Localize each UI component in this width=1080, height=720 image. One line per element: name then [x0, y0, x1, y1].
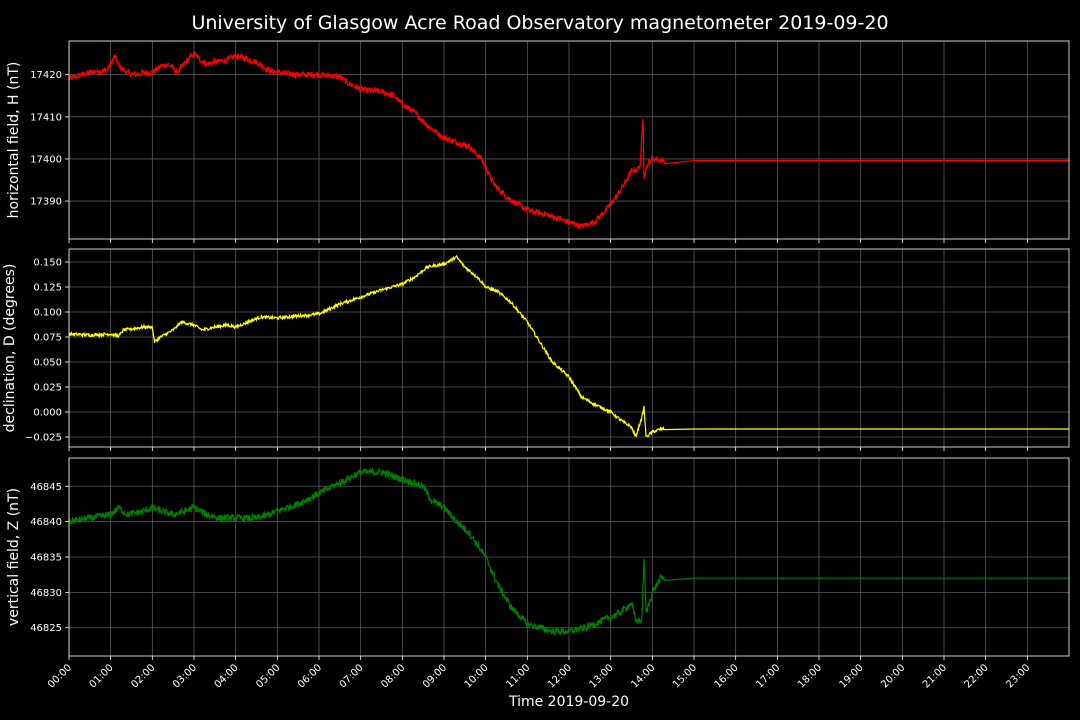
y-tick-label: 46845	[30, 482, 62, 493]
series-line-h	[68, 50, 1069, 230]
y-tick-label: 46825	[30, 623, 62, 634]
y-tick-label: 0.100	[33, 308, 62, 319]
y-tick-label: 46835	[30, 553, 62, 564]
y-tick-label: 17390	[30, 197, 62, 208]
y-tick-label: 0.025	[33, 383, 62, 394]
panel-z: 46825 46830 46835 46840 46845 vertical field,…	[6, 457, 1070, 660]
y-tick-label: 46830	[30, 588, 62, 599]
axes-frame	[68, 40, 1070, 240]
y-tick-label: 17410	[30, 112, 62, 123]
panel-d: −0.025 0.000 0.025 0.050 0.075 0.100 0.125 0.15…	[2, 248, 1070, 451]
y-axis-label: declination, D (degrees)	[2, 264, 18, 433]
y-tick-label: 0.050	[33, 358, 62, 369]
y-axis-label: horizontal field, H (nT)	[6, 62, 22, 219]
y-tick-label: 0.125	[33, 283, 62, 294]
axes-frame	[68, 457, 1070, 657]
axes-frame	[68, 248, 1070, 448]
y-tick-label: −0.025	[25, 433, 62, 444]
panel-h: 17390 17400 17410 17420 horizontal field, H …	[6, 40, 1070, 243]
y-tick-label: 17420	[30, 70, 62, 81]
y-tick-label: 0.075	[33, 333, 62, 344]
x-axis-label: Time 2019-09-20	[508, 694, 629, 710]
y-axis-label: vertical field, Z (nT)	[6, 488, 22, 626]
series-line-z	[68, 466, 1069, 636]
y-tick-label: 17400	[30, 154, 62, 165]
y-tick-label: 0.000	[33, 408, 62, 419]
y-tick-label: 0.150	[33, 258, 62, 269]
chart-title: University of Glasgow Acre Road Observat…	[191, 12, 888, 34]
series-line-d	[68, 254, 1069, 438]
y-tick-label: 46840	[30, 517, 62, 528]
